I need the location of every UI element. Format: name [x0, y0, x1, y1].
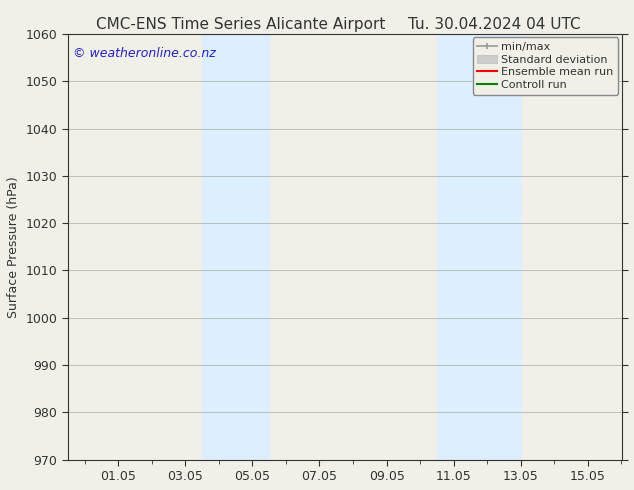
Text: CMC-ENS Time Series Alicante Airport: CMC-ENS Time Series Alicante Airport — [96, 17, 385, 32]
Bar — [437, 34, 521, 460]
Y-axis label: Surface Pressure (hPa): Surface Pressure (hPa) — [7, 176, 20, 318]
Text: © weatheronline.co.nz: © weatheronline.co.nz — [74, 47, 216, 60]
Legend: min/max, Standard deviation, Ensemble mean run, Controll run: min/max, Standard deviation, Ensemble me… — [472, 37, 618, 95]
Bar — [202, 34, 269, 460]
Text: Tu. 30.04.2024 04 UTC: Tu. 30.04.2024 04 UTC — [408, 17, 581, 32]
